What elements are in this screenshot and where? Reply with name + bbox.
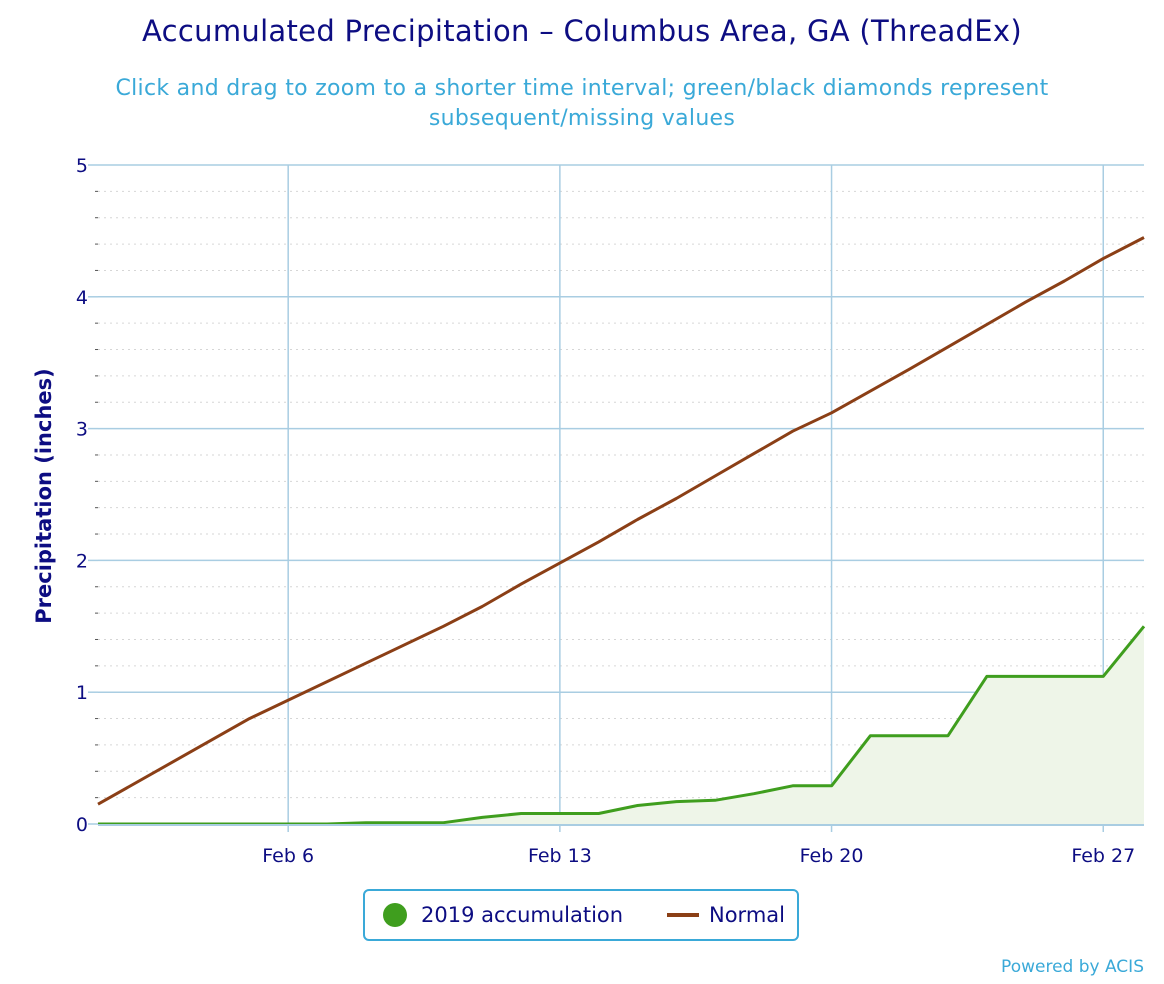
chart-legend: 2019 accumulation Normal — [363, 889, 799, 941]
x-tick-label: Feb 27 — [1071, 845, 1135, 867]
chart-title: Accumulated Precipitation – Columbus Are… — [142, 14, 1022, 48]
minor-grid — [98, 190, 1144, 799]
legend-accumulation-marker — [383, 903, 407, 927]
y-tick-label: 4 — [76, 287, 88, 309]
x-tick-label: Feb 20 — [800, 845, 864, 867]
legend-item-accumulation[interactable]: 2019 accumulation — [383, 891, 623, 939]
legend-item-normal[interactable]: Normal — [667, 891, 785, 939]
x-tick-label: Feb 13 — [528, 845, 592, 867]
y-tick-label: 5 — [76, 155, 88, 177]
y-axis-title: Precipitation (inches) — [32, 368, 56, 624]
y-tick-label: 1 — [76, 682, 88, 704]
axis-layer: 0 1 2 3 4 5 Feb 6 Feb 13 Feb 20 Feb 27 — [76, 155, 1144, 867]
legend-normal-label: Normal — [709, 903, 785, 927]
y-tick-label: 3 — [76, 419, 88, 441]
legend-normal-marker — [667, 913, 699, 917]
x-tick-label: Feb 6 — [262, 845, 314, 867]
normal-line[interactable] — [97, 236, 1145, 806]
chart-subtitle: Click and drag to zoom to a shorter time… — [115, 76, 1049, 131]
legend-accumulation-label: 2019 accumulation — [421, 903, 624, 927]
y-tick-label: 0 — [76, 814, 88, 836]
y-tick-label: 2 — [76, 550, 88, 572]
series-layer[interactable] — [97, 236, 1146, 826]
credits-link[interactable]: Powered by ACIS — [1001, 957, 1144, 977]
accumulation-area — [98, 626, 1144, 824]
